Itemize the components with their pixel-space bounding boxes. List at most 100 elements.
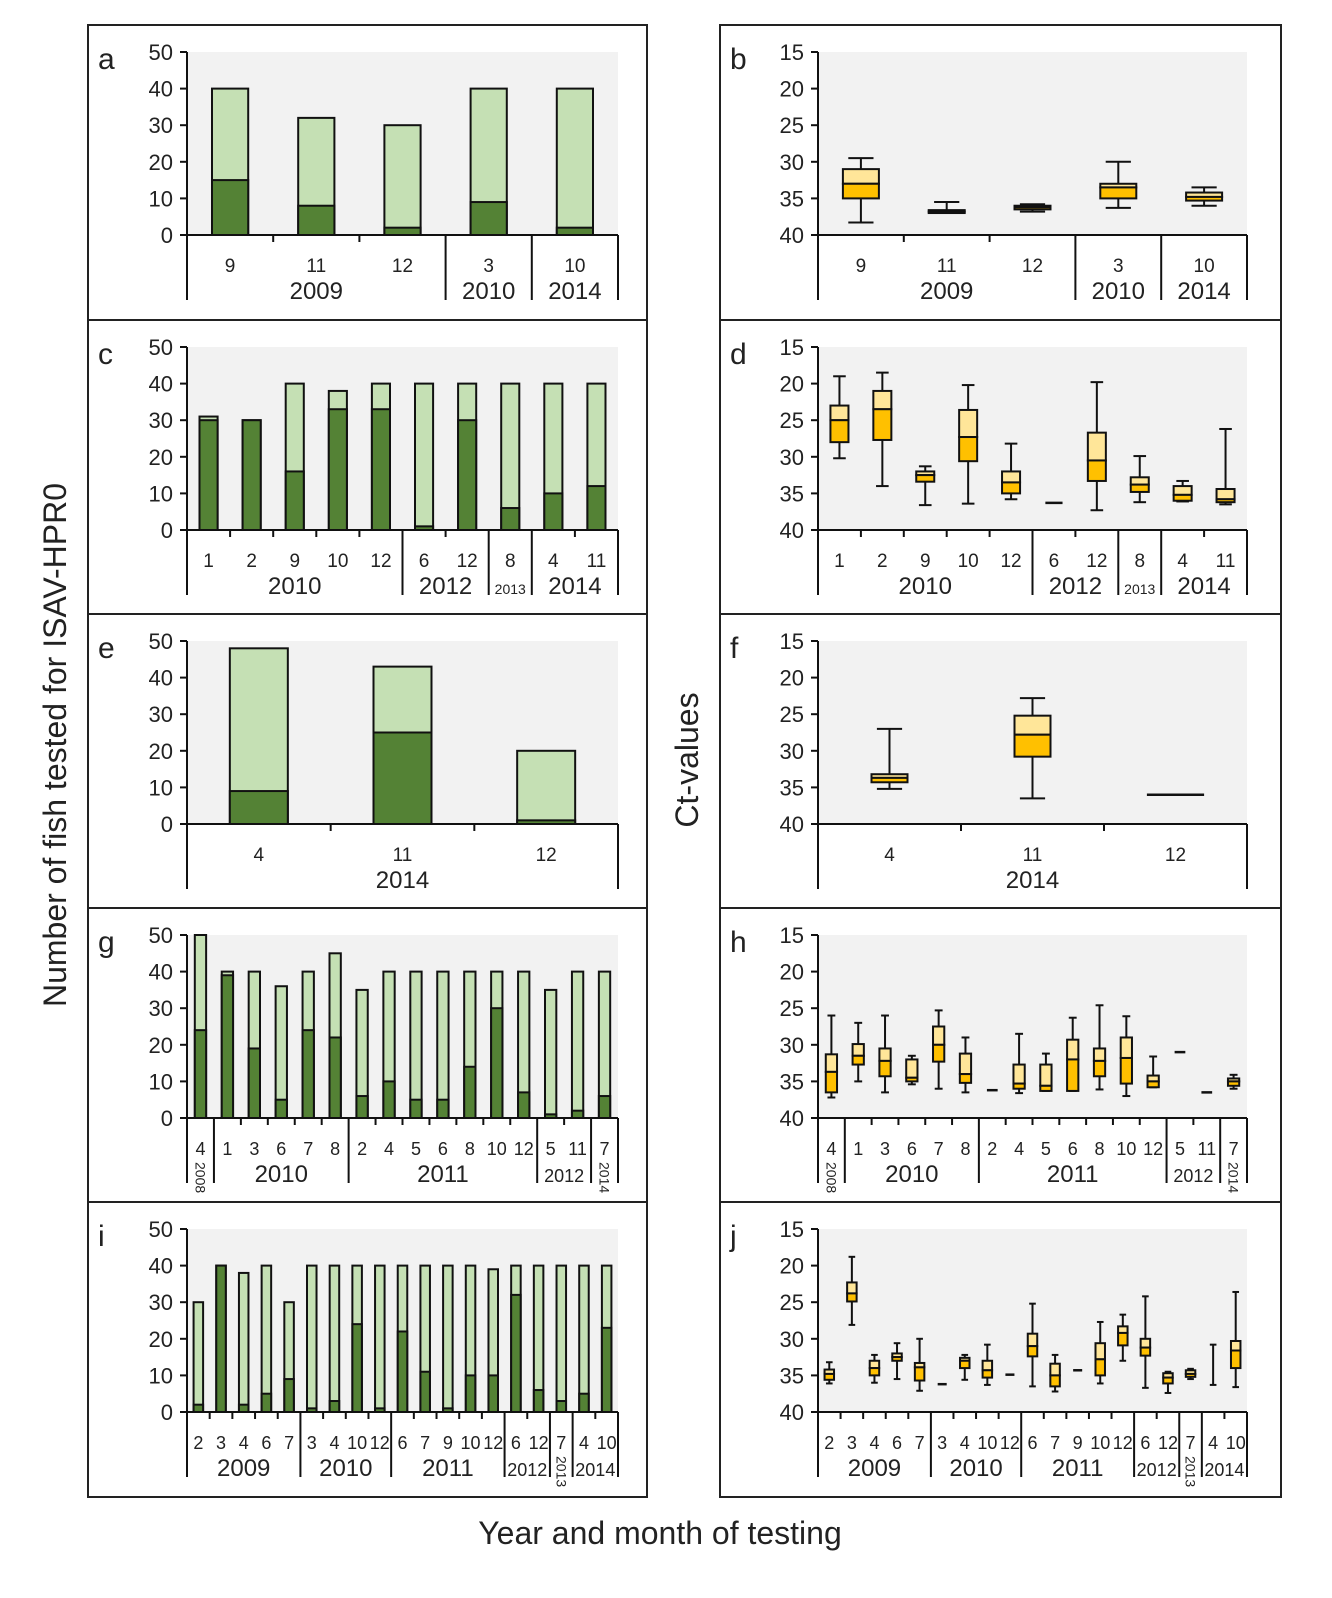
year-label: 2013: [1183, 1456, 1199, 1487]
y-tick-label: 30: [780, 150, 804, 175]
box-upper-quartile: [1119, 1036, 1133, 1059]
bar-positive: [532, 1389, 545, 1414]
month-label: 5: [1175, 1139, 1185, 1159]
y-tick-label: 30: [780, 739, 804, 764]
bar-positive: [305, 1407, 318, 1413]
month-label: 3: [880, 1139, 890, 1159]
left-y-axis-title: Number of fish tested for ISAV-HPR0: [37, 483, 73, 1007]
panel-f: f 15 20 25 30 35 40 4 11 12 2014: [719, 613, 1282, 909]
bar-positive: [396, 1330, 409, 1413]
bar-tested: [192, 1301, 205, 1413]
bar-positive: [383, 226, 422, 236]
y-tick-label: 40: [780, 1106, 804, 1131]
bar-positive: [192, 1403, 205, 1414]
month-label: 3: [847, 1433, 857, 1453]
month-label: 1: [222, 1139, 232, 1159]
box-lower-quartile: [958, 1073, 973, 1084]
y-tick-label: 40: [780, 518, 804, 543]
bar-positive: [228, 790, 289, 825]
box-upper-quartile: [851, 1043, 865, 1057]
y-tick-label: 20: [149, 1327, 173, 1352]
panel-letter: e: [98, 632, 115, 665]
bar-tested: [578, 1264, 590, 1413]
box-lower-quartile: [823, 1372, 836, 1381]
month-label: 3: [1113, 256, 1124, 277]
box-lower-quartile: [1117, 1331, 1129, 1347]
box-upper-quartile: [958, 1052, 973, 1076]
month-label: 8: [465, 1139, 475, 1159]
box-lower-quartile: [1092, 1059, 1107, 1078]
year-label: 2012: [1173, 1166, 1213, 1186]
box-upper-quartile: [872, 389, 893, 411]
box-lower-quartile: [829, 419, 850, 444]
bar-positive: [442, 1407, 454, 1413]
bar-positive: [419, 1370, 431, 1413]
bar-positive: [284, 470, 305, 532]
y-tick-label: 20: [149, 739, 173, 764]
y-tick-label: 50: [149, 923, 173, 948]
bar-positive: [555, 1400, 568, 1414]
box-lower-quartile: [932, 1043, 946, 1063]
year-label: 2014: [1177, 278, 1230, 305]
box-upper-quartile: [1215, 488, 1236, 501]
month-label: 12: [1143, 1139, 1163, 1159]
x-axis-title: Year and month of testing: [478, 1515, 842, 1551]
bar-positive: [374, 1407, 386, 1413]
bar-positive: [328, 1036, 342, 1119]
year-label: 2013: [495, 581, 526, 597]
panel-letter: d: [730, 338, 747, 371]
month-label: 7: [915, 1433, 925, 1453]
bar-positive: [543, 492, 564, 531]
panel-border: [719, 1201, 1282, 1498]
bar-positive: [370, 408, 392, 531]
y-tick-label: 0: [161, 1106, 173, 1131]
box-upper-quartile: [1172, 485, 1193, 496]
month-label: 4: [254, 845, 265, 866]
month-label: 4: [1208, 1433, 1218, 1453]
bar-tested: [409, 970, 423, 1119]
bar-positive: [274, 1098, 288, 1119]
month-label: 2: [357, 1139, 367, 1159]
y-tick-label: 20: [780, 666, 804, 691]
month-label: 11: [937, 256, 957, 277]
bar-positive: [220, 974, 235, 1120]
box-upper-quartile: [868, 1359, 881, 1370]
bar-tested: [436, 970, 450, 1119]
y-tick-label: 40: [149, 960, 173, 985]
month-label: 12: [483, 1433, 503, 1453]
bar-positive: [409, 1098, 423, 1119]
box-lower-quartile: [1229, 1349, 1242, 1370]
year-label: 2014: [376, 867, 429, 894]
bar-positive: [570, 1109, 585, 1120]
box-lower-quartile: [927, 210, 966, 215]
panel-e: e 0 10 20 30 40 50 4 11 12 2014: [87, 613, 648, 909]
month-label: 7: [1050, 1433, 1060, 1453]
year-label: 2009: [290, 278, 343, 305]
y-tick-label: 10: [149, 775, 173, 800]
panel-letter: b: [730, 43, 747, 76]
bar-positive: [543, 1113, 558, 1119]
year-label: 2014: [597, 1162, 613, 1193]
month-label: 7: [420, 1433, 430, 1453]
year-label: 2014: [575, 1460, 615, 1480]
box-lower-quartile: [1226, 1080, 1241, 1087]
box-upper-quartile: [1039, 1063, 1053, 1087]
month-label: 8: [505, 551, 516, 572]
bar-positive: [490, 1007, 504, 1120]
month-label: 12: [1000, 551, 1021, 572]
month-label: 10: [1226, 1433, 1246, 1453]
bar-positive: [193, 1029, 208, 1120]
y-tick-label: 40: [149, 77, 173, 102]
bar-tested: [570, 970, 585, 1119]
y-tick-label: 10: [149, 1069, 173, 1094]
month-label: 6: [419, 551, 430, 572]
panel-border: [87, 1201, 648, 1498]
panel-letter: f: [730, 632, 739, 665]
y-tick-label: 20: [780, 1254, 804, 1279]
bar-positive: [283, 1378, 295, 1414]
y-tick-label: 25: [780, 113, 804, 138]
month-label: 10: [1090, 1433, 1110, 1453]
box-lower-quartile: [841, 182, 880, 200]
box-lower-quartile: [1162, 1376, 1174, 1385]
